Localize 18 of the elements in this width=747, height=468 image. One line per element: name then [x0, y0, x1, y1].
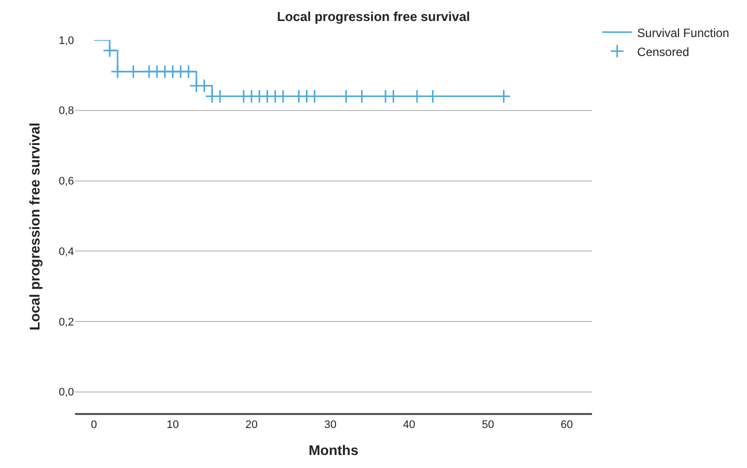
x-tick-label: 10: [166, 419, 179, 432]
y-axis-title: Local progression free survival: [26, 122, 42, 330]
chart-title: Local progression free survival: [277, 8, 470, 24]
y-tick-label: 0,8: [58, 105, 74, 118]
y-tick-label: 0,6: [58, 176, 74, 188]
legend-label: Censored: [637, 44, 690, 59]
x-axis-title: Months: [308, 442, 359, 458]
x-tick-label: 50: [482, 419, 494, 432]
y-tick-label: 1,0: [58, 34, 74, 47]
y-tick-label: 0,4: [58, 246, 74, 258]
y-tick-label: 0,0: [58, 386, 74, 399]
x-tick-label: 40: [403, 419, 416, 432]
x-tick-label: 0: [90, 419, 97, 432]
x-tick-label: 20: [245, 419, 258, 432]
x-tick-label: 30: [324, 419, 336, 432]
y-tick-label: 0,2: [58, 316, 74, 328]
x-tick-label: 60: [560, 419, 573, 432]
legend-label: Survival Function: [637, 26, 730, 40]
